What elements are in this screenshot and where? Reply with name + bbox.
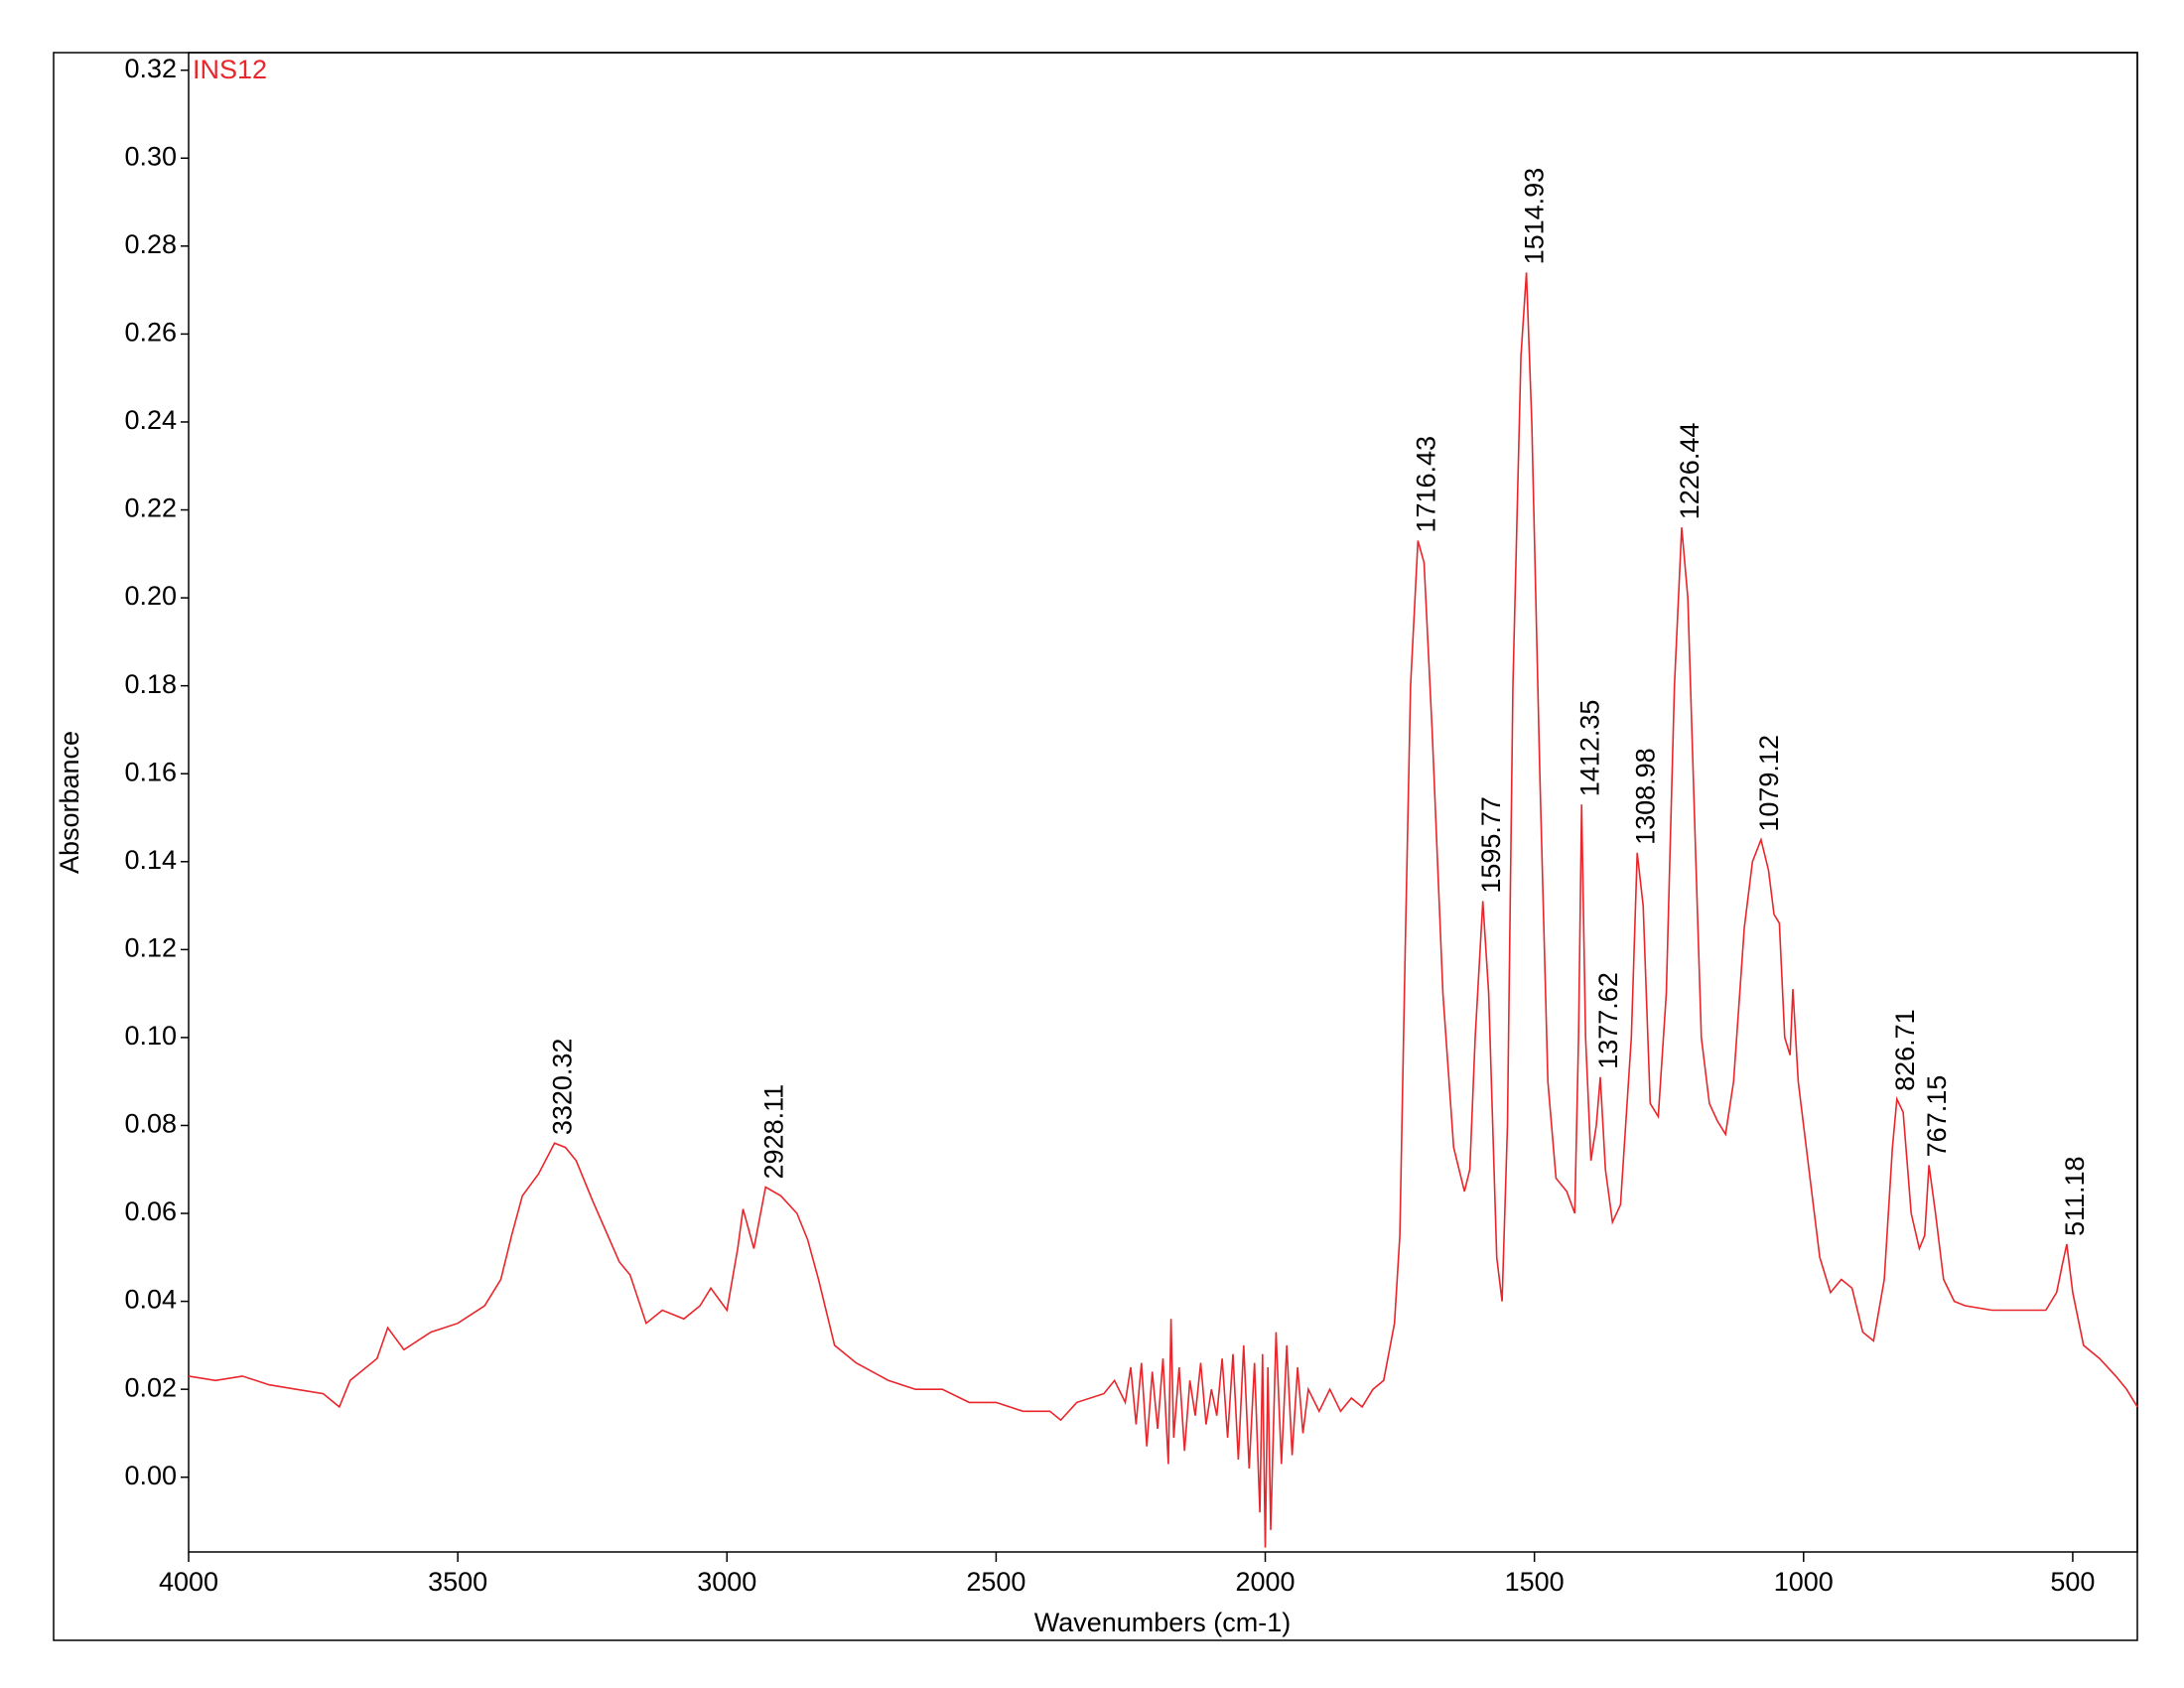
x-tick-label: 3500 [428, 1567, 487, 1597]
peak-label: 1595.77 [1476, 796, 1506, 894]
plot-frame [188, 52, 2138, 1553]
x-tick-label: 1000 [1774, 1567, 1834, 1597]
y-tick-label: 0.02 [124, 1372, 177, 1402]
x-tick-label: 3000 [697, 1567, 756, 1597]
peak-label: 3320.32 [548, 1039, 578, 1136]
y-tick-label: 0.12 [124, 932, 177, 962]
x-tick-label: 2500 [966, 1567, 1025, 1597]
peak-label: 1079.12 [1754, 735, 1784, 832]
peak-label: 2928.11 [758, 1084, 788, 1180]
y-tick-label: 0.18 [124, 669, 177, 699]
peak-label: 1716.43 [1411, 436, 1440, 533]
x-tick-label: 500 [2050, 1567, 2095, 1597]
peak-label: 511.18 [2060, 1156, 2090, 1236]
x-tick-label: 2000 [1235, 1567, 1295, 1597]
series-name: INS12 [193, 55, 267, 84]
x-tick-label: 4000 [159, 1567, 218, 1597]
y-tick-label: 0.10 [124, 1021, 177, 1051]
peak-label: 1226.44 [1675, 423, 1705, 520]
y-tick-label: 0.32 [124, 54, 177, 83]
y-tick-label: 0.24 [124, 405, 177, 435]
y-tick-label: 0.28 [124, 229, 177, 259]
y-tick-label: 0.22 [124, 493, 177, 523]
peak-label: 1308.98 [1630, 748, 1660, 845]
y-axis-label: Absorbance [55, 731, 84, 874]
peak-label: 767.15 [1922, 1075, 1952, 1158]
spectrum-line [188, 272, 2138, 1548]
y-tick-label: 0.14 [124, 845, 177, 875]
outer-frame [53, 52, 2138, 1641]
y-tick-label: 0.20 [124, 581, 177, 611]
x-tick-label: 1500 [1505, 1567, 1565, 1597]
y-tick-label: 0.04 [124, 1285, 177, 1315]
y-tick-label: 0.00 [124, 1461, 177, 1490]
y-tick-label: 0.30 [124, 141, 177, 171]
x-axis-label: Wavenumbers (cm-1) [1034, 1608, 1292, 1637]
y-tick-label: 0.08 [124, 1109, 177, 1139]
peak-label: 826.71 [1890, 1009, 1920, 1091]
y-tick-label: 0.26 [124, 318, 177, 348]
peak-label: 1412.35 [1574, 700, 1604, 797]
y-tick-label: 0.06 [124, 1196, 177, 1226]
peak-label: 1514.93 [1520, 168, 1550, 265]
peak-label: 1377.62 [1593, 972, 1623, 1069]
y-tick-label: 0.16 [124, 757, 177, 786]
